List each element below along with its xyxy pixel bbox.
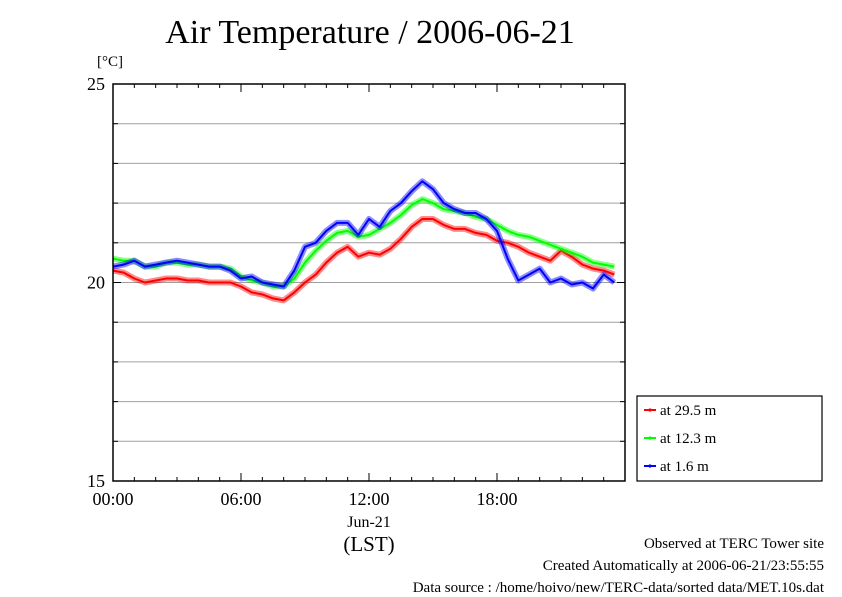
y-axis-unit-label: [°C]	[97, 54, 123, 70]
series-lines	[112, 178, 617, 304]
footer-created: Created Automatically at 2006-06-21/23:5…	[542, 558, 824, 574]
legend-label: at 29.5 m	[660, 403, 717, 419]
y-tick-label: 25	[87, 74, 105, 94]
legend: at 29.5 m at 12.3 m at 1.6 m	[636, 395, 823, 482]
footer-observed: Observed at TERC Tower site	[643, 536, 824, 552]
footer-source: Data source : /home/hoivo/new/TERC-data/…	[412, 580, 824, 596]
x-unit-label: (LST)	[343, 532, 394, 556]
legend-marker	[648, 408, 652, 412]
y-tick-label: 20	[87, 273, 105, 293]
x-tick-label: 18:00	[476, 489, 517, 509]
legend-marker	[648, 464, 652, 468]
legend-label: at 12.3 m	[660, 431, 717, 447]
legend-box	[636, 395, 823, 482]
x-tick-label: 00:00	[92, 489, 133, 509]
series-line-0	[112, 218, 615, 302]
chart-title: Air Temperature / 2006-06-21	[165, 14, 575, 51]
legend-label: at 1.6 m	[660, 459, 709, 475]
legend-marker	[648, 436, 652, 440]
x-tick-label: 12:00	[348, 489, 389, 509]
x-tick-label: 06:00	[220, 489, 261, 509]
axis-ticks: 15 20 25 00:00 06:00 12:00 18:00 Jun-21(LST)	[87, 74, 626, 556]
x-date-label: Jun-21	[347, 514, 391, 531]
y-tick-label: 15	[87, 471, 105, 491]
series-line-2	[112, 180, 615, 290]
grid-lines	[113, 123, 625, 442]
